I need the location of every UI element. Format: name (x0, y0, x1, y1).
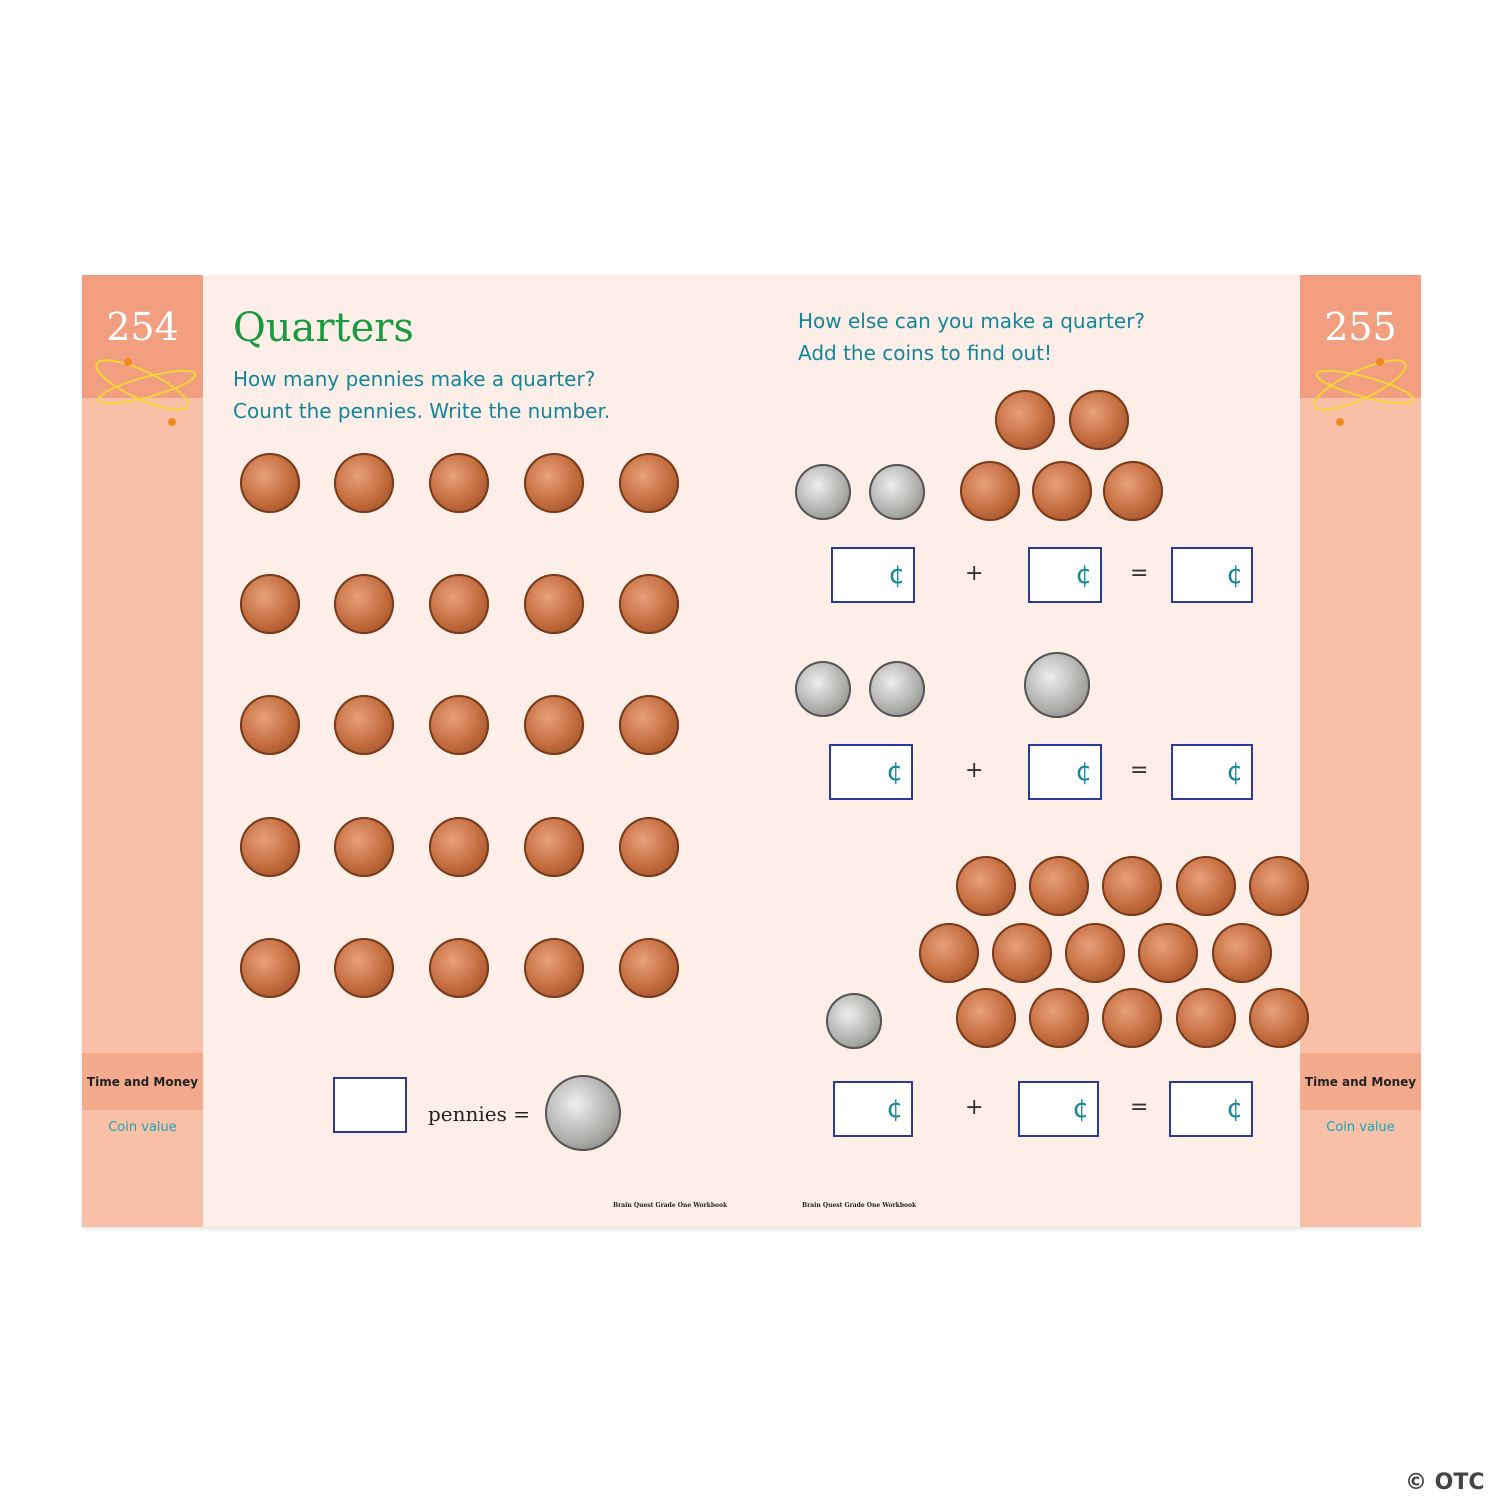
penny-coin (524, 453, 584, 513)
penny-coin (240, 574, 300, 634)
left-side-band: 254 Time and Money Coin value (82, 275, 203, 1227)
equals-sign: = (1130, 561, 1149, 586)
subsection-label: Coin value (108, 1120, 177, 1135)
instruction-line: How many pennies make a quarter? (233, 367, 596, 391)
penny-coin (960, 461, 1020, 521)
page-number: 255 (1324, 305, 1397, 349)
dime-coin (795, 661, 851, 717)
penny-coin (619, 817, 679, 877)
cent-symbol: ¢ (1075, 757, 1092, 787)
penny-coin (240, 453, 300, 513)
penny-coin (1069, 390, 1129, 450)
penny-coin (1138, 923, 1198, 983)
sum-box[interactable]: ¢ (1169, 1081, 1253, 1137)
plus-sign: + (965, 1095, 984, 1120)
penny-coin (1176, 988, 1236, 1048)
penny-coin (1249, 988, 1309, 1048)
penny-coin (429, 574, 489, 634)
penny-coin (919, 923, 979, 983)
penny-coin (334, 938, 394, 998)
penny-coin (524, 574, 584, 634)
cent-symbol: ¢ (886, 1094, 903, 1124)
penny-coin (1102, 988, 1162, 1048)
pennies-answer-box[interactable] (333, 1077, 407, 1133)
penny-coin (1102, 856, 1162, 916)
penny-coin (1065, 923, 1125, 983)
footer: Brain Quest Grade One Workbook (802, 1202, 917, 1209)
plus-sign: + (965, 561, 984, 586)
addend-box[interactable]: ¢ (1028, 744, 1102, 800)
penny-coin (1212, 923, 1272, 983)
penny-coin (1032, 461, 1092, 521)
cent-symbol: ¢ (1226, 1094, 1243, 1124)
penny-coin (1029, 988, 1089, 1048)
equals-sign: = (1130, 1095, 1149, 1120)
cent-symbol: ¢ (886, 757, 903, 787)
page-title: Quarters (233, 305, 414, 351)
penny-coin (240, 695, 300, 755)
penny-coin (240, 817, 300, 877)
footer: Brain Quest Grade One Workbook (613, 1202, 728, 1209)
penny-coin (619, 938, 679, 998)
orbit-icon (95, 358, 197, 426)
addend-box[interactable]: ¢ (831, 547, 915, 603)
penny-coin (334, 574, 394, 634)
right-side-band: 255 Time and Money Coin value (1300, 275, 1421, 1227)
cent-symbol: ¢ (1075, 560, 1092, 590)
left-instructions: How many pennies make a quarter? Count t… (233, 363, 610, 427)
penny-coin (619, 695, 679, 755)
dime-coin (869, 661, 925, 717)
dime-coin (826, 993, 882, 1049)
penny-coin (995, 390, 1055, 450)
penny-coin (429, 817, 489, 877)
watermark-logo: © OTC (1405, 1470, 1485, 1495)
sum-box[interactable]: ¢ (1171, 547, 1253, 603)
sum-box[interactable]: ¢ (1171, 744, 1253, 800)
addend-box[interactable]: ¢ (829, 744, 913, 800)
cent-symbol: ¢ (888, 560, 905, 590)
subsection-label: Coin value (1326, 1120, 1395, 1135)
penny-coin (334, 817, 394, 877)
cent-symbol: ¢ (1226, 757, 1243, 787)
equation-label: pennies = (428, 1102, 531, 1126)
quarter-coin (545, 1075, 621, 1151)
right-instructions: How else can you make a quarter? Add the… (798, 305, 1145, 369)
plus-sign: + (965, 758, 984, 783)
penny-coin (429, 453, 489, 513)
page-number: 254 (106, 305, 179, 349)
nickel-coin (1024, 652, 1090, 718)
addend-box[interactable]: ¢ (1028, 547, 1102, 603)
penny-coin (956, 856, 1016, 916)
dime-coin (869, 464, 925, 520)
equals-sign: = (1130, 758, 1149, 783)
penny-coin (619, 574, 679, 634)
section-label: Time and Money (82, 1053, 203, 1110)
penny-coin (956, 988, 1016, 1048)
penny-coin (619, 453, 679, 513)
instruction-line: Add the coins to find out! (798, 341, 1053, 365)
penny-coin (524, 695, 584, 755)
penny-coin (524, 938, 584, 998)
penny-coin (429, 938, 489, 998)
penny-coin (334, 695, 394, 755)
section-label: Time and Money (1300, 1053, 1421, 1110)
penny-coin (1176, 856, 1236, 916)
dime-coin (795, 464, 851, 520)
penny-coin (240, 938, 300, 998)
penny-coin (1249, 856, 1309, 916)
penny-coin (1029, 856, 1089, 916)
cent-symbol: ¢ (1226, 560, 1243, 590)
addend-box[interactable]: ¢ (833, 1081, 913, 1137)
penny-coin (524, 817, 584, 877)
penny-coin (1103, 461, 1163, 521)
instruction-line: How else can you make a quarter? (798, 309, 1146, 333)
penny-coin (334, 453, 394, 513)
orbit-icon (1313, 358, 1415, 426)
instruction-line: Count the pennies. Write the number. (233, 399, 611, 423)
penny-coin (992, 923, 1052, 983)
penny-coin (429, 695, 489, 755)
addend-box[interactable]: ¢ (1018, 1081, 1099, 1137)
cent-symbol: ¢ (1072, 1094, 1089, 1124)
